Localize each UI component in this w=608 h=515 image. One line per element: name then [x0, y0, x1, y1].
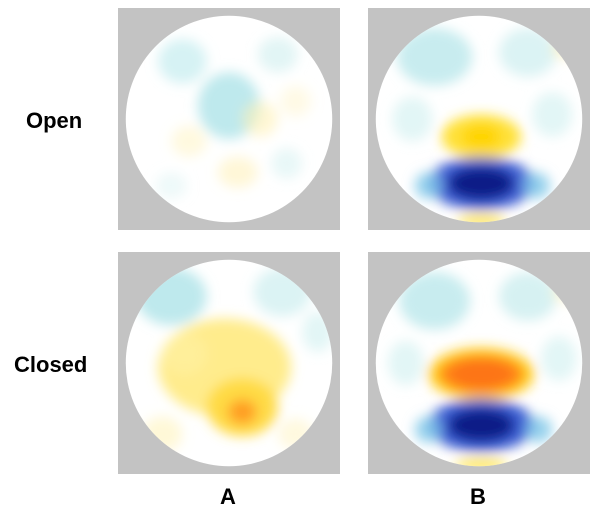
row-label-open: Open — [26, 108, 82, 134]
panel-a-open — [118, 8, 340, 230]
topomap-figure: Open Closed A B — [0, 0, 608, 515]
row-label-closed: Closed — [14, 352, 87, 378]
panel-b-open — [368, 8, 590, 230]
col-label-b: B — [470, 484, 486, 510]
panel-b-closed — [368, 252, 590, 474]
col-label-a: A — [220, 484, 236, 510]
panel-a-closed — [118, 252, 340, 474]
